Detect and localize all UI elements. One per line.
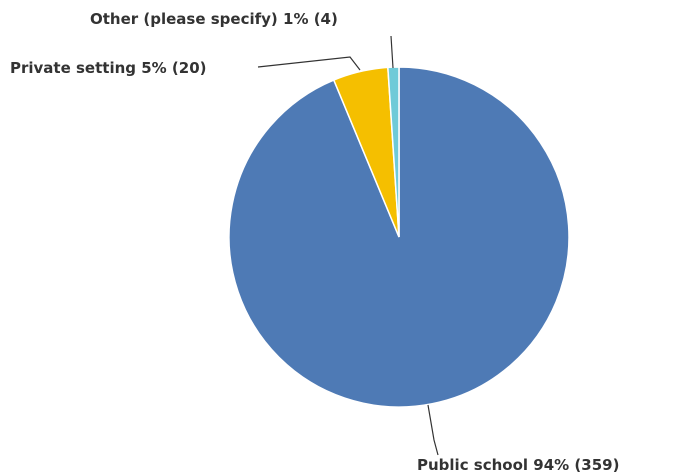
leader-line-other <box>390 35 394 69</box>
slice-label-public: Public school 94% (359) <box>417 456 619 474</box>
slice-label-other: Other (please specify) 1% (4) <box>90 10 338 28</box>
slice-label-private: Private setting 5% (20) <box>10 59 207 77</box>
leader-line-public <box>427 404 439 456</box>
pie-slices <box>228 66 570 408</box>
leader-line-private <box>257 56 361 71</box>
